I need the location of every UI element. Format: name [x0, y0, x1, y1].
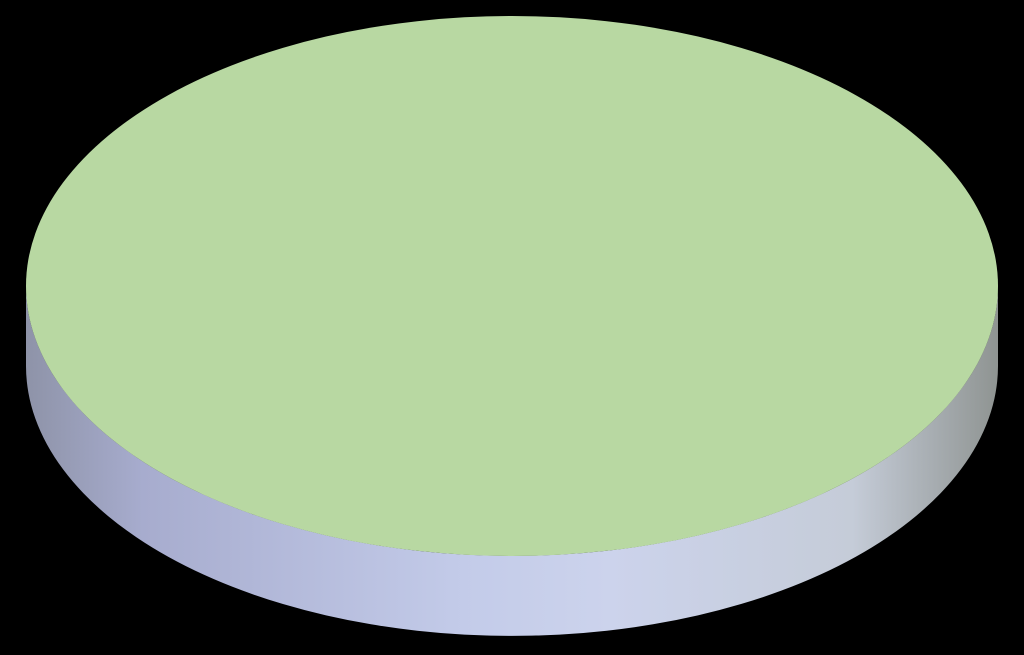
pie-side-layer	[26, 286, 998, 636]
pie-side-wall	[26, 286, 998, 636]
pie-top-layer	[26, 16, 998, 556]
pie-slice	[26, 16, 998, 556]
